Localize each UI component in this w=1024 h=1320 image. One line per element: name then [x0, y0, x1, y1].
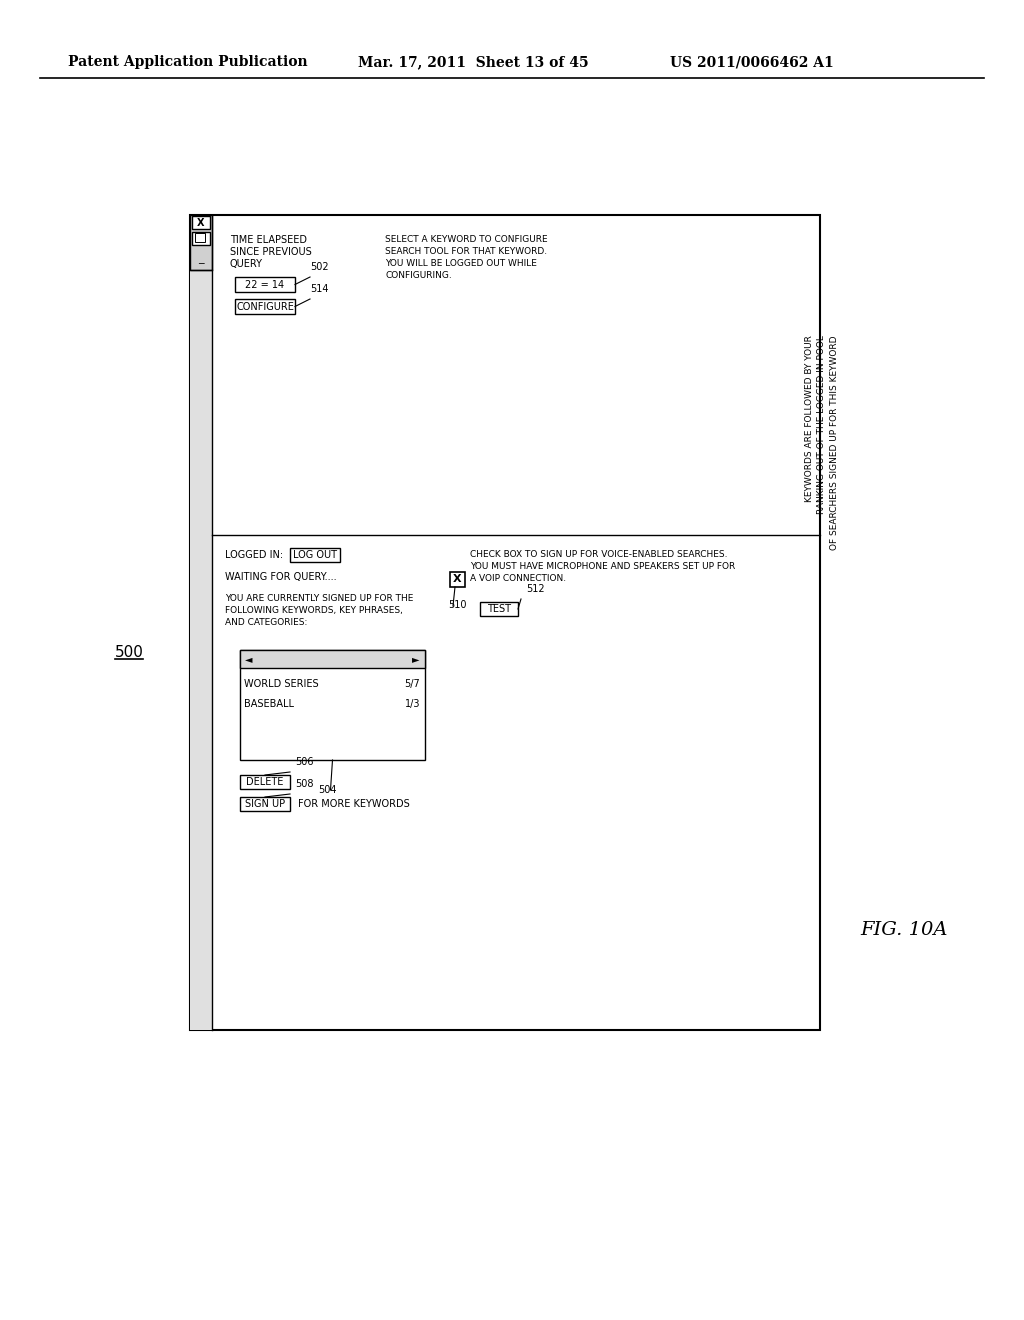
Text: ◄: ◄ [246, 653, 253, 664]
Text: SEARCH TOOL FOR THAT KEYWORD.: SEARCH TOOL FOR THAT KEYWORD. [385, 247, 547, 256]
Bar [190, 215, 212, 271]
Bar [193, 232, 210, 246]
Text: AND CATEGORIES:: AND CATEGORIES: [225, 618, 307, 627]
Bar [190, 215, 820, 1030]
Text: 22 = 14: 22 = 14 [246, 280, 285, 289]
Text: SINCE PREVIOUS: SINCE PREVIOUS [230, 247, 311, 257]
Bar [240, 649, 425, 668]
Text: WAITING FOR QUERY....: WAITING FOR QUERY.... [225, 572, 337, 582]
Text: TEST: TEST [487, 605, 511, 614]
Text: TIME ELAPSEED: TIME ELAPSEED [230, 235, 307, 246]
Text: KEYWORDS ARE FOLLOWED BY YOUR
RANKING OUT OF THE LOGGED IN POOL
OF SEARCHERS SIG: KEYWORDS ARE FOLLOWED BY YOUR RANKING OU… [805, 335, 839, 549]
Text: 508: 508 [295, 779, 313, 789]
Text: FIG. 10A: FIG. 10A [860, 921, 947, 939]
Text: 1/3: 1/3 [404, 700, 420, 709]
Text: QUERY: QUERY [230, 259, 263, 269]
Text: 504: 504 [318, 785, 337, 795]
Text: US 2011/0066462 A1: US 2011/0066462 A1 [670, 55, 834, 69]
Text: SIGN UP: SIGN UP [245, 799, 285, 809]
Bar [193, 216, 210, 228]
Text: LOGGED IN:: LOGGED IN: [225, 550, 283, 560]
Text: 512: 512 [526, 583, 545, 594]
Bar [240, 797, 290, 810]
Text: Mar. 17, 2011  Sheet 13 of 45: Mar. 17, 2011 Sheet 13 of 45 [358, 55, 589, 69]
Text: YOU WILL BE LOGGED OUT WHILE: YOU WILL BE LOGGED OUT WHILE [385, 259, 537, 268]
Bar [240, 775, 290, 789]
Text: Patent Application Publication: Patent Application Publication [68, 55, 307, 69]
Text: DELETE: DELETE [247, 777, 284, 787]
Text: 5/7: 5/7 [404, 678, 420, 689]
Text: YOU ARE CURRENTLY SIGNED UP FOR THE: YOU ARE CURRENTLY SIGNED UP FOR THE [225, 594, 414, 603]
Text: CONFIGURE: CONFIGURE [237, 301, 294, 312]
Bar [234, 277, 295, 292]
Text: 506: 506 [295, 756, 313, 767]
Text: SELECT A KEYWORD TO CONFIGURE: SELECT A KEYWORD TO CONFIGURE [385, 235, 548, 244]
Text: WORLD SERIES: WORLD SERIES [244, 678, 318, 689]
Text: X: X [198, 218, 205, 227]
Bar [190, 215, 212, 1030]
Text: LOG OUT: LOG OUT [293, 550, 337, 560]
Text: 502: 502 [310, 261, 329, 272]
Text: YOU MUST HAVE MICROPHONE AND SPEAKERS SET UP FOR: YOU MUST HAVE MICROPHONE AND SPEAKERS SE… [470, 562, 735, 572]
Text: _: _ [199, 253, 204, 264]
Text: BASEBALL: BASEBALL [244, 700, 294, 709]
Text: 514: 514 [310, 284, 329, 294]
Text: FOR MORE KEYWORDS: FOR MORE KEYWORDS [298, 799, 410, 809]
Bar [480, 602, 518, 616]
Text: X: X [454, 574, 462, 585]
Text: FOLLOWING KEYWORDS, KEY PHRASES,: FOLLOWING KEYWORDS, KEY PHRASES, [225, 606, 402, 615]
Text: 500: 500 [115, 645, 144, 660]
Bar [240, 649, 425, 760]
Bar [234, 300, 295, 314]
Text: CONFIGURING.: CONFIGURING. [385, 271, 452, 280]
Text: 510: 510 [449, 601, 467, 610]
Bar [450, 572, 465, 587]
Text: ►: ► [413, 653, 420, 664]
Bar [290, 548, 340, 562]
Text: A VOIP CONNECTION.: A VOIP CONNECTION. [470, 574, 566, 583]
Text: CHECK BOX TO SIGN UP FOR VOICE-ENABLED SEARCHES.: CHECK BOX TO SIGN UP FOR VOICE-ENABLED S… [470, 550, 727, 558]
Bar [195, 234, 205, 242]
